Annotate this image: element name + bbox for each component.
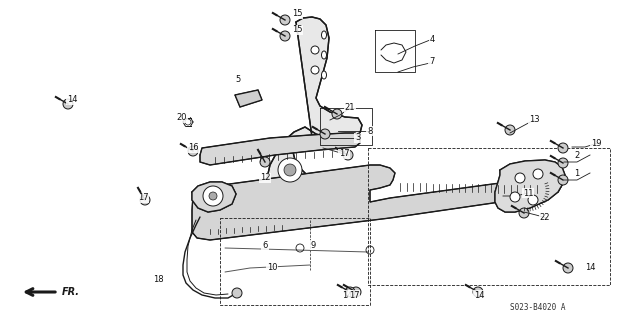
Text: 21: 21 — [345, 103, 355, 113]
Text: 8: 8 — [367, 127, 372, 136]
Circle shape — [278, 158, 302, 182]
Circle shape — [510, 192, 520, 202]
Text: 14: 14 — [342, 291, 352, 300]
Text: 11: 11 — [523, 189, 533, 197]
Text: S023-B4020 A: S023-B4020 A — [510, 303, 566, 313]
Text: 3: 3 — [355, 133, 361, 143]
Text: 19: 19 — [591, 138, 601, 147]
Circle shape — [284, 164, 296, 176]
Circle shape — [473, 287, 483, 297]
Circle shape — [311, 46, 319, 54]
Text: FR.: FR. — [62, 287, 80, 297]
Text: 14: 14 — [474, 291, 484, 300]
Polygon shape — [192, 182, 236, 212]
Ellipse shape — [321, 71, 326, 79]
Text: 10: 10 — [267, 263, 277, 272]
Circle shape — [533, 169, 543, 179]
Text: 18: 18 — [153, 276, 163, 285]
Circle shape — [515, 173, 525, 183]
Circle shape — [558, 175, 568, 185]
Text: 17: 17 — [339, 150, 349, 159]
Polygon shape — [192, 165, 562, 240]
Text: 14: 14 — [585, 263, 595, 272]
Circle shape — [320, 129, 330, 139]
Circle shape — [209, 192, 217, 200]
Circle shape — [232, 288, 242, 298]
Text: 12: 12 — [260, 174, 270, 182]
Circle shape — [185, 119, 191, 125]
Text: 17: 17 — [138, 194, 148, 203]
Text: 7: 7 — [429, 57, 435, 66]
Text: 6: 6 — [262, 241, 268, 249]
Circle shape — [260, 157, 270, 167]
Polygon shape — [495, 160, 565, 212]
Circle shape — [563, 263, 573, 273]
Text: 1: 1 — [574, 168, 580, 177]
Text: 4: 4 — [429, 35, 435, 44]
Text: 20: 20 — [177, 114, 188, 122]
Polygon shape — [267, 17, 362, 200]
Circle shape — [343, 150, 353, 160]
Text: 17: 17 — [349, 291, 359, 300]
Text: 15: 15 — [292, 10, 302, 19]
Text: 14: 14 — [67, 95, 77, 105]
Text: 22: 22 — [540, 213, 550, 222]
Circle shape — [280, 31, 290, 41]
Circle shape — [505, 125, 515, 135]
Ellipse shape — [321, 51, 326, 59]
Text: 16: 16 — [188, 144, 198, 152]
Text: 2: 2 — [574, 151, 580, 160]
Polygon shape — [200, 133, 360, 165]
Circle shape — [203, 186, 223, 206]
Circle shape — [280, 15, 290, 25]
Circle shape — [519, 208, 529, 218]
Circle shape — [351, 287, 361, 297]
Circle shape — [311, 66, 319, 74]
Circle shape — [528, 195, 538, 205]
Circle shape — [558, 158, 568, 168]
Text: 15: 15 — [292, 26, 302, 34]
Circle shape — [188, 146, 198, 156]
Polygon shape — [235, 90, 262, 107]
Text: 5: 5 — [236, 76, 241, 85]
Circle shape — [558, 143, 568, 153]
Circle shape — [345, 287, 355, 297]
Text: 9: 9 — [310, 241, 316, 249]
Circle shape — [140, 195, 150, 205]
Text: 13: 13 — [529, 115, 540, 124]
Circle shape — [63, 99, 73, 109]
Circle shape — [332, 109, 342, 119]
Ellipse shape — [321, 31, 326, 39]
